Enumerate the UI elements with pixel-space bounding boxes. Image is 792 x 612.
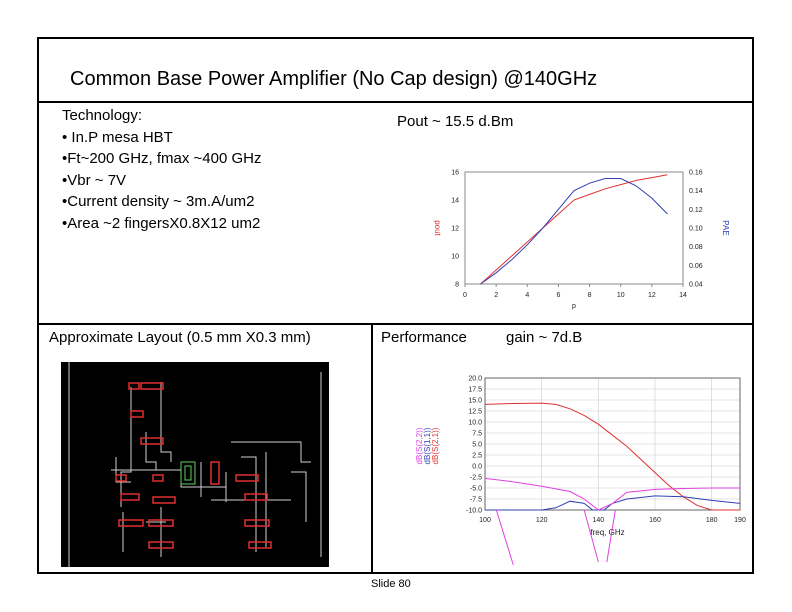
y-tick-label: 12 bbox=[451, 226, 459, 233]
y-tick-label: 16 bbox=[451, 170, 459, 177]
y-tick-label: 20.0 bbox=[468, 376, 482, 383]
y2-tick-label: 0.10 bbox=[689, 226, 703, 233]
s21-series-line bbox=[484, 402, 740, 511]
plot-area bbox=[464, 171, 684, 285]
technology-list: Technology: • In.P mesa HBT •Ft~200 GHz,… bbox=[62, 105, 262, 234]
x-tick-label: 4 bbox=[525, 292, 529, 299]
column-divider bbox=[371, 323, 373, 574]
x-tick-label: 14 bbox=[679, 292, 687, 299]
technology-item: •Ft~200 GHz, fmax ~400 GHz bbox=[62, 150, 262, 167]
y2-tick-label: 0.04 bbox=[689, 282, 703, 289]
pae-series-line bbox=[480, 178, 668, 285]
y2-tick-label: 0.14 bbox=[689, 188, 703, 195]
y-axis-label: dB(S(2,2)) bbox=[415, 427, 424, 464]
y-tick-label: -7.5 bbox=[470, 497, 482, 504]
s22-dip-line bbox=[495, 509, 514, 566]
y-axis-label: dB(S(2,1)) bbox=[431, 427, 440, 464]
y-tick-label: 7.5 bbox=[472, 431, 482, 438]
y-tick-label: 2.5 bbox=[472, 453, 482, 460]
layout-label: Approximate Layout (0.5 mm X0.3 mm) bbox=[49, 329, 311, 346]
y-axis-label: pout bbox=[433, 220, 442, 236]
pout-series-line bbox=[480, 174, 668, 285]
s22-dip-line bbox=[606, 509, 616, 563]
x-axis-label: p bbox=[572, 303, 576, 310]
pout-label: Pout ~ 15.5 d.Bm bbox=[397, 113, 514, 130]
y2-tick-label: 0.16 bbox=[689, 170, 703, 177]
x-tick-label: 100 bbox=[479, 517, 491, 524]
x-tick-label: 8 bbox=[588, 292, 592, 299]
x-tick-label: 0 bbox=[463, 292, 467, 299]
y-tick-label: 17.5 bbox=[468, 387, 482, 394]
y-tick-label: 8 bbox=[455, 282, 459, 289]
slide-title: Common Base Power Amplifier (No Cap desi… bbox=[70, 68, 598, 90]
gain-label: gain ~ 7d.B bbox=[506, 329, 583, 346]
y2-tick-label: 0.12 bbox=[689, 207, 703, 214]
technology-item: •Vbr ~ 7V bbox=[62, 171, 127, 189]
y-tick-label: 5.0 bbox=[472, 442, 482, 449]
y-tick-label: 10 bbox=[451, 254, 459, 261]
performance-label: Performance bbox=[381, 329, 467, 346]
x-tick-label: 10 bbox=[617, 292, 625, 299]
pout-pae-chart: 0 2 4 6 8 10 12 14 8 10 12 14 16 0.04 0.06 0.08 0.10 0.12… bbox=[433, 170, 730, 311]
x-tick-label: 6 bbox=[556, 292, 560, 299]
y2-tick-label: 0.08 bbox=[689, 244, 703, 251]
technology-item: •Area ~2 fingersX0.8X12 um2 bbox=[62, 214, 261, 232]
x-tick-label: 160 bbox=[649, 517, 661, 524]
y-tick-label: 15.0 bbox=[468, 398, 482, 405]
y-axis-label: dB(S(1,1)) bbox=[423, 427, 432, 464]
y-tick-label: -2.5 bbox=[470, 475, 482, 482]
layout-image bbox=[61, 362, 329, 567]
y-tick-label: -5.0 bbox=[470, 486, 482, 493]
x-axis-label: freq, GHz bbox=[590, 528, 624, 537]
y-tick-label: 14 bbox=[451, 198, 459, 205]
technology-item: •Current density ~ 3m.A/um2 bbox=[62, 193, 255, 210]
section-divider bbox=[37, 323, 754, 325]
title-divider bbox=[37, 101, 754, 103]
y2-axis-label: PAE bbox=[721, 220, 730, 235]
x-tick-label: 180 bbox=[706, 517, 718, 524]
y-tick-label: 12.5 bbox=[468, 409, 482, 416]
s-parameter-chart: 20.0 17.5 15.0 12.5 10.0 7.5 5.0 2.5 0.0 -2.5 -5.0… bbox=[415, 376, 746, 566]
slide-number: Slide 80 bbox=[371, 578, 411, 590]
x-tick-label: 2 bbox=[494, 292, 498, 299]
s22-dip-line bbox=[583, 509, 599, 563]
y2-tick-label: 0.06 bbox=[689, 263, 703, 270]
y-tick-label: -10.0 bbox=[466, 508, 482, 515]
technology-heading: Technology: bbox=[62, 107, 143, 124]
x-tick-label: 140 bbox=[592, 517, 604, 524]
plot-area bbox=[484, 377, 741, 511]
y-tick-label: 0.0 bbox=[472, 464, 482, 471]
x-tick-label: 12 bbox=[648, 292, 656, 299]
y-tick-label: 10.0 bbox=[468, 420, 482, 427]
slide-frame bbox=[37, 37, 754, 574]
x-tick-label: 120 bbox=[536, 517, 548, 524]
technology-item: • In.P mesa HBT bbox=[62, 128, 173, 146]
x-tick-label: 190 bbox=[734, 517, 746, 524]
s22-series-line bbox=[484, 477, 740, 511]
